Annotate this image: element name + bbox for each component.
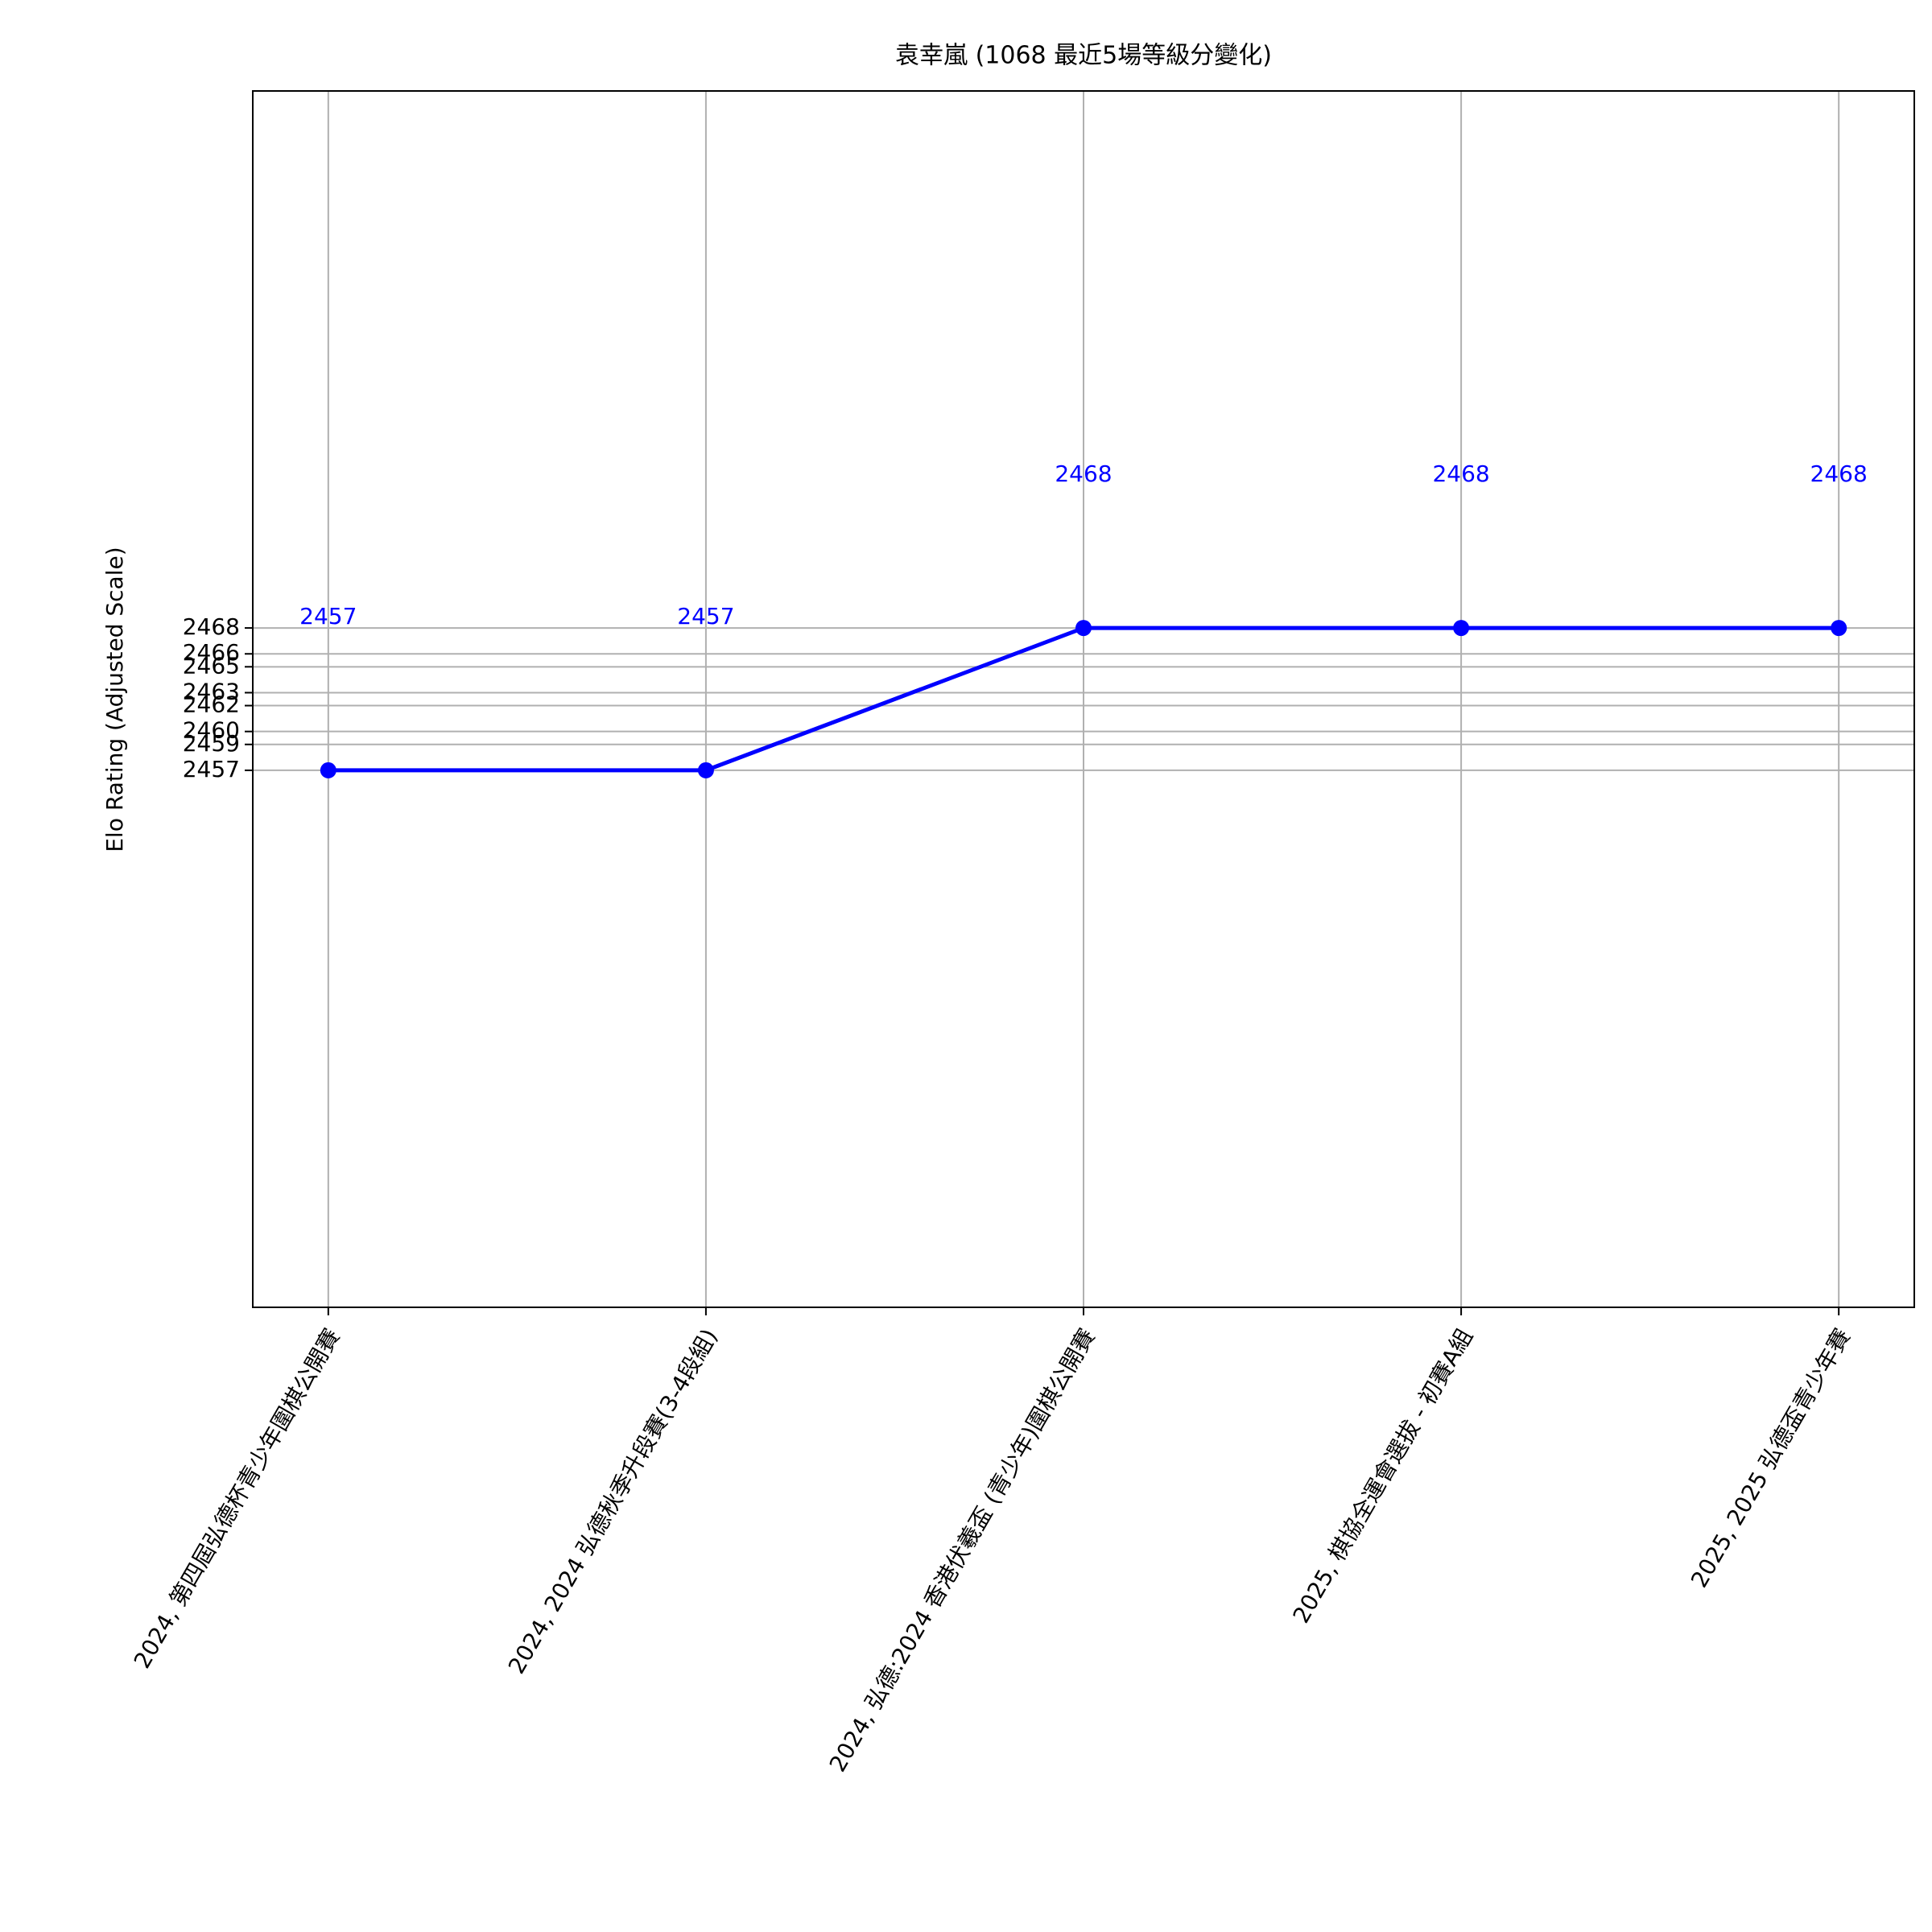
- y-tick-label: 2459: [183, 730, 240, 757]
- x-tick-label: 2025, 2025 弘德盃青少年賽: [1686, 1324, 1856, 1592]
- x-tick-label: 2024, 弘德:2024 香港伏羲盃 (青少年)圍棋公開賽: [824, 1324, 1100, 1777]
- marker: [1075, 620, 1092, 637]
- y-tick-label: 2457: [183, 756, 240, 782]
- chart-title: 袁幸嵐 (1068 最近5場等級分變化): [895, 42, 1272, 70]
- value-label: 2468: [1432, 460, 1489, 487]
- y-tick-label: 2465: [183, 652, 240, 679]
- value-label: 2457: [299, 603, 357, 630]
- marker: [320, 762, 336, 778]
- x-tick-label: 2025, 棋協全運會選拔 - 初賽A組: [1287, 1324, 1478, 1628]
- y-tick-label: 2460: [183, 717, 240, 744]
- value-label: 2457: [677, 603, 734, 630]
- marker: [1831, 620, 1847, 637]
- y-tick-label: 2466: [183, 639, 240, 666]
- x-tick-label: 2024, 2024 弘德秋季升段賽(3-4段組): [503, 1324, 723, 1678]
- plot-frame: [252, 90, 1915, 1308]
- marker: [1453, 620, 1470, 637]
- x-tick-label: 2024, 第四屆弘德杯青少年圍棋公開賽: [129, 1324, 345, 1673]
- value-label: 2468: [1055, 460, 1112, 487]
- value-label: 2468: [1810, 460, 1868, 487]
- y-axis-label: Elo Rating (Adjusted Scale): [101, 547, 128, 852]
- y-tick-label: 2463: [183, 678, 240, 704]
- y-tick-label: 2462: [183, 691, 240, 718]
- marker: [697, 762, 714, 778]
- y-tick-label: 2468: [183, 613, 240, 640]
